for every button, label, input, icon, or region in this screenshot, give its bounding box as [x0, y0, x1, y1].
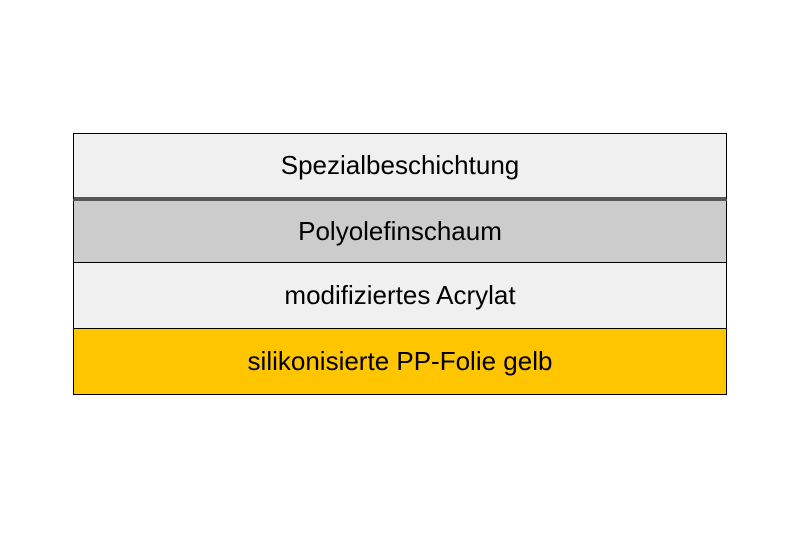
layer-label: silikonisierte PP-Folie gelb	[248, 346, 553, 377]
layer-1: Polyolefinschaum	[73, 201, 727, 263]
layer-label: Polyolefinschaum	[298, 216, 502, 247]
layer-label: modifiziertes Acrylat	[284, 280, 515, 311]
layer-0: Spezialbeschichtung	[73, 133, 727, 201]
layer-stack: Spezialbeschichtung Polyolefinschaum modif…	[73, 133, 727, 395]
layer-label: Spezialbeschichtung	[281, 150, 520, 181]
layer-2: modifiziertes Acrylat	[73, 263, 727, 329]
diagram-canvas: Spezialbeschichtung Polyolefinschaum modif…	[0, 0, 800, 533]
layer-3: silikonisierte PP-Folie gelb	[73, 329, 727, 395]
